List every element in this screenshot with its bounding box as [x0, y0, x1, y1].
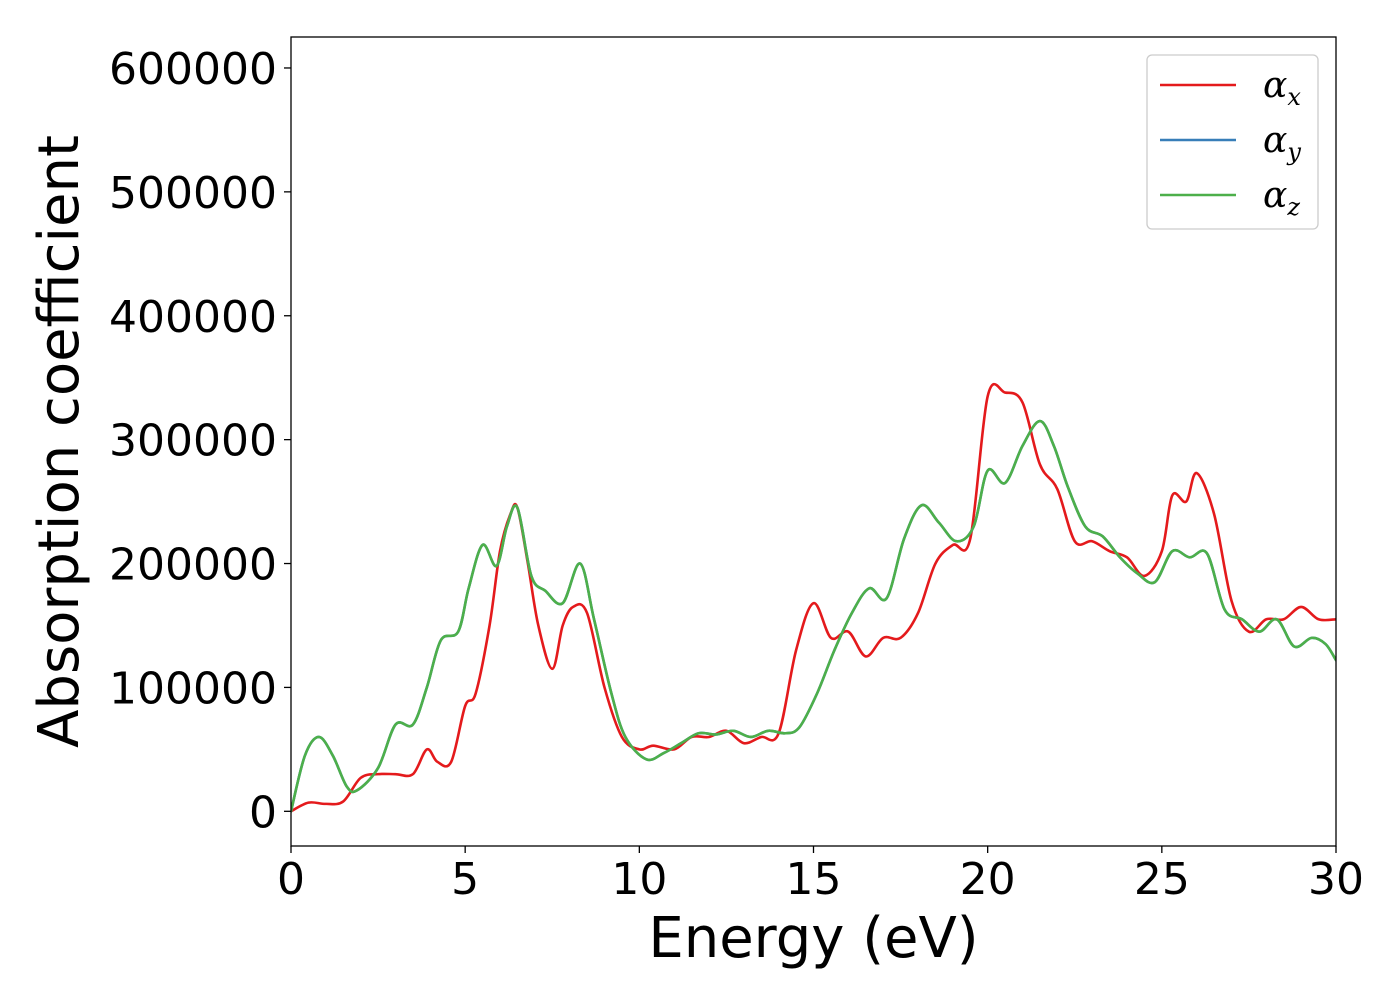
- legend-label-base: α: [1263, 65, 1287, 106]
- legend-label-subscript: x: [1287, 83, 1301, 111]
- y-tick-label: 200000: [109, 540, 277, 591]
- y-tick-label: 400000: [109, 292, 277, 343]
- legend-label-base: α: [1263, 120, 1287, 161]
- y-tick-label: 300000: [109, 416, 277, 467]
- legend-box: [1146, 54, 1319, 230]
- y-axis: 0 100000 200000 300000 400000 500000 600000: [109, 44, 291, 838]
- legend-label-subscript: z: [1286, 193, 1300, 221]
- series-line-alpha-z: [291, 419, 1336, 813]
- x-axis: 0 5 10 15 20 25 30: [277, 846, 1364, 905]
- legend-label-base: α: [1263, 175, 1287, 216]
- y-tick-label: 600000: [109, 44, 277, 95]
- x-tick-label: 5: [451, 854, 479, 905]
- x-tick-label: 20: [960, 854, 1016, 905]
- x-tick-label: 30: [1308, 854, 1364, 905]
- y-tick-label: 100000: [109, 663, 277, 714]
- x-tick-label: 10: [611, 854, 667, 905]
- series-layer: [291, 382, 1336, 813]
- x-tick-label: 25: [1134, 854, 1190, 905]
- series-line-alpha-x: [291, 382, 1336, 813]
- x-tick-label: 15: [786, 854, 842, 905]
- y-axis-label: Absorption coefficient: [27, 135, 92, 748]
- x-axis-label: Energy (eV): [648, 906, 978, 971]
- y-tick-label: 500000: [109, 168, 277, 219]
- x-tick-label: 0: [277, 854, 305, 905]
- legend-label-subscript: y: [1286, 138, 1301, 166]
- legend-label-alpha-y: αy: [1263, 120, 1301, 166]
- y-tick-label: 0: [249, 787, 277, 838]
- legend-label-alpha-x: αx: [1263, 65, 1301, 111]
- legend-label-alpha-z: αz: [1263, 175, 1300, 221]
